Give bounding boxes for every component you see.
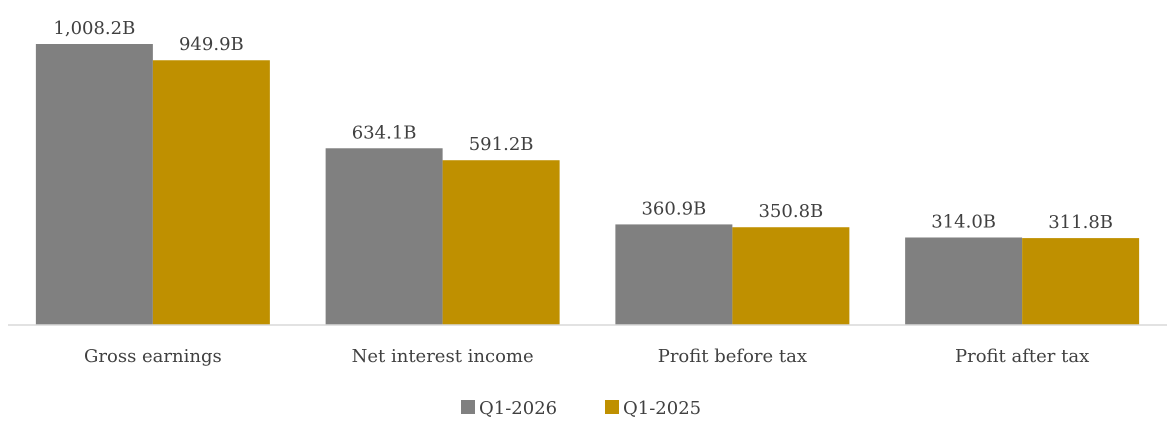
category-labels-group: Gross earnings Net interest income Profit … — [84, 346, 1089, 367]
data-label-1-0: 634.1B — [352, 122, 417, 143]
bar-1-1 — [442, 160, 560, 325]
data-label-0-1: 949.9B — [179, 34, 244, 55]
legend-label-1: Q1-2025 — [623, 398, 701, 419]
legend-swatch-1 — [605, 400, 619, 414]
bars-group — [35, 44, 1140, 326]
category-label-2: Profit before tax — [658, 346, 807, 367]
data-label-2-0: 360.9B — [641, 198, 706, 219]
legend-label-0: Q1-2026 — [479, 398, 557, 419]
bar-3-1 — [1022, 238, 1140, 325]
legend: Q1-2026 Q1-2025 — [461, 398, 701, 419]
data-label-1-1: 591.2B — [469, 134, 534, 155]
category-label-3: Profit after tax — [955, 346, 1089, 367]
category-label-1: Net interest income — [352, 346, 534, 367]
bar-0-0 — [35, 44, 153, 325]
data-label-2-1: 350.8B — [758, 201, 823, 222]
data-labels-group: 1,008.2B 949.9B 634.1B 591.2B 360.9B 350.8B 31… — [53, 18, 1113, 233]
bar-2-0 — [615, 224, 733, 325]
data-label-0-0: 1,008.2B — [53, 18, 135, 39]
bar-3-0 — [905, 237, 1023, 325]
legend-swatch-0 — [461, 400, 475, 414]
bar-0-1 — [152, 60, 270, 326]
data-label-3-1: 311.8B — [1048, 212, 1113, 233]
category-label-0: Gross earnings — [84, 346, 222, 367]
data-label-3-0: 314.0B — [931, 211, 996, 232]
bar-1-0 — [325, 148, 443, 325]
bar-2-1 — [732, 227, 850, 325]
